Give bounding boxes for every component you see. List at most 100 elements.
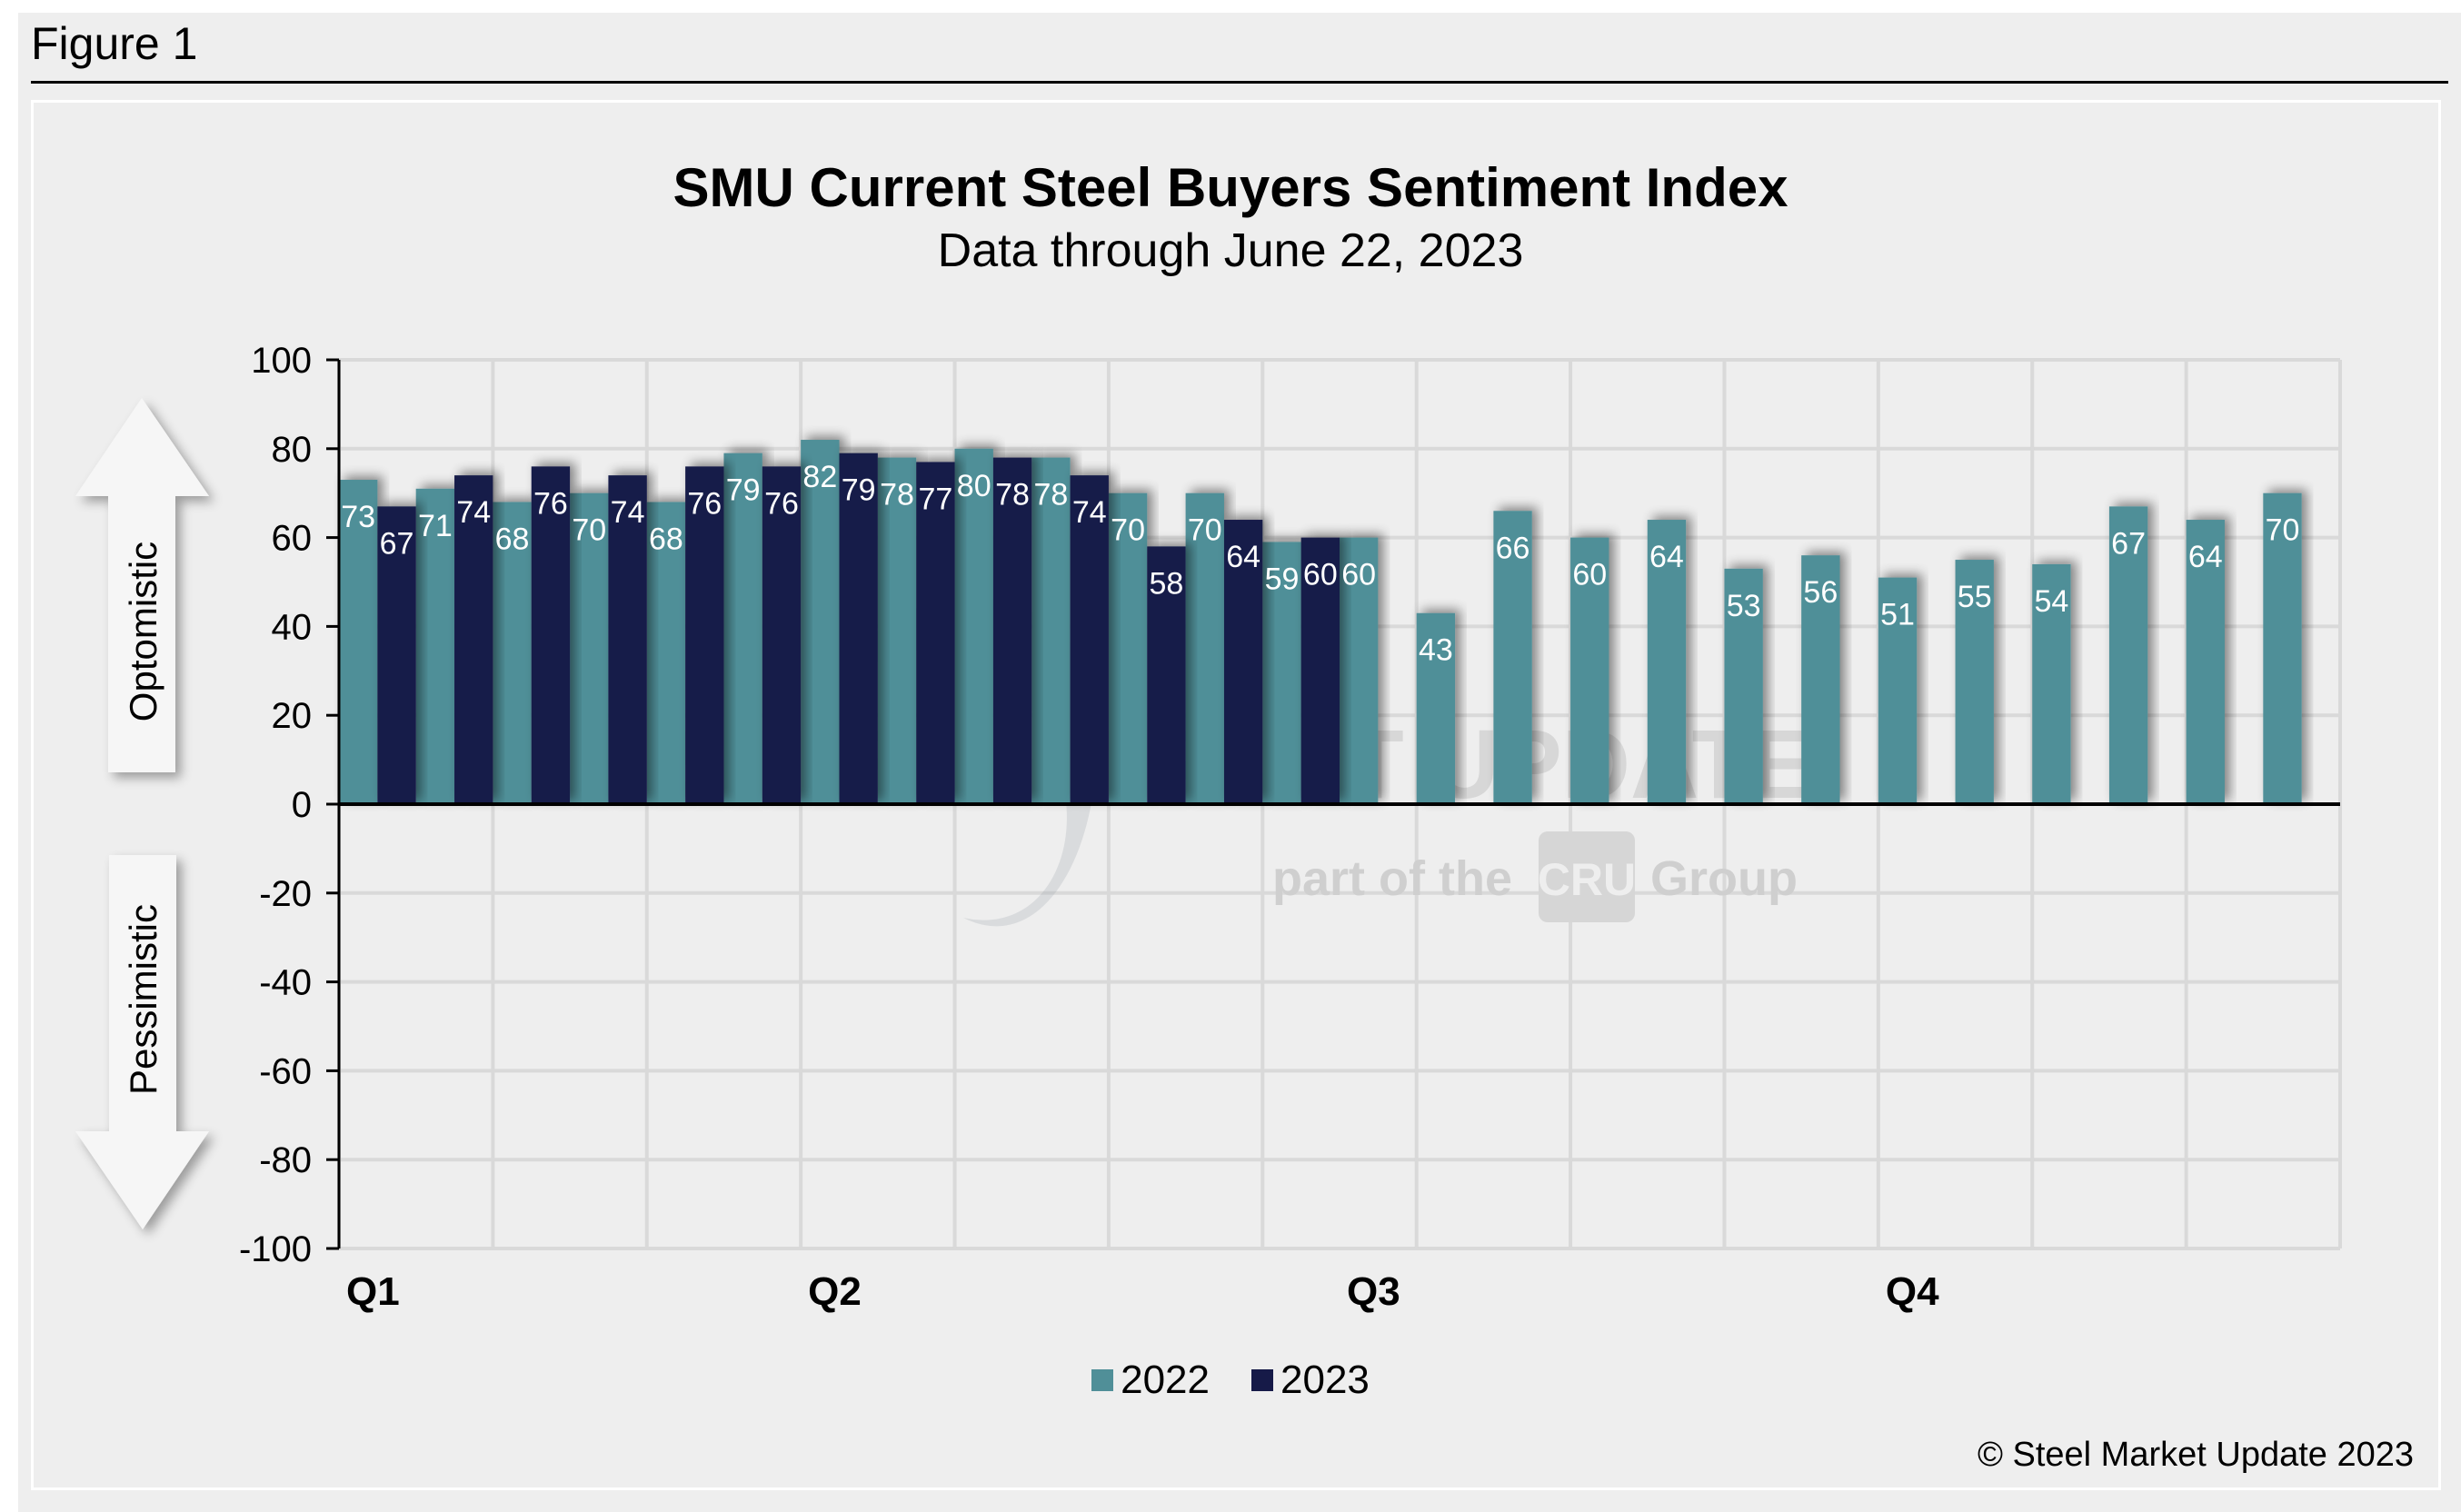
data-label-2022: 67 [2111, 526, 2146, 561]
y-tick-label: -80 [259, 1140, 312, 1180]
legend: 2022 2023 [0, 1358, 2461, 1403]
bar-2022 [1031, 457, 1071, 804]
data-label-2022: 71 [418, 509, 453, 543]
axes: 100 80 60 40 20 0 -20 -40 -60 -80 -100 Q1 Q2 Q3 Q4 [239, 341, 2340, 1314]
x-quarter-label: Q4 [1886, 1269, 1939, 1314]
data-label-2022: 43 [1419, 633, 1453, 668]
legend-swatch-2022 [1091, 1369, 1114, 1391]
up-arrow-icon [75, 398, 209, 772]
data-label-2022: 64 [1649, 540, 1684, 574]
bar-2023 [377, 506, 416, 804]
bar-2023 [1223, 520, 1263, 804]
data-label-2023: 58 [1150, 566, 1184, 601]
bars [339, 440, 2302, 804]
y-tick-label: 80 [272, 430, 313, 470]
pessimistic-label: Pessimistic [122, 904, 164, 1095]
bar-2023 [992, 457, 1032, 804]
y-tick-label: 40 [272, 607, 313, 647]
bar-2023 [531, 466, 571, 804]
bar-2022 [1878, 577, 1918, 804]
bar-2022 [1955, 560, 1994, 804]
bar-2022 [2032, 563, 2071, 804]
data-label-2022: 66 [1496, 531, 1530, 565]
bar-2023 [454, 475, 493, 804]
bar-2022 [493, 502, 532, 804]
data-label-2022: 68 [649, 522, 683, 556]
bar-2023 [685, 466, 724, 804]
x-quarter-label: Q1 [346, 1269, 400, 1314]
watermark-tagline-prefix: part of the [1272, 851, 1512, 906]
bar-2022 [1493, 511, 1532, 804]
chart-subtitle: Data through June 22, 2023 [937, 224, 1524, 277]
bar-2022 [877, 457, 917, 804]
data-label-2023: 67 [380, 526, 414, 561]
data-label-2023: 60 [1303, 558, 1338, 592]
legend-label-2023: 2023 [1280, 1358, 1370, 1402]
bar-2022 [801, 440, 840, 804]
data-label-2023: 64 [1226, 540, 1260, 574]
watermark-cru-logo [1539, 831, 1635, 922]
down-arrow-icon [75, 855, 209, 1229]
legend-swatch-2023 [1251, 1369, 1273, 1391]
data-label-2022: 53 [1727, 589, 1761, 623]
optimistic-arrow [75, 398, 209, 772]
bar-2023 [762, 466, 802, 804]
y-tick-label: 20 [272, 696, 313, 736]
y-tick-label: 100 [251, 341, 312, 381]
bar-2023 [1300, 537, 1340, 804]
bar-2023 [916, 462, 955, 804]
data-label-2023: 76 [533, 486, 568, 521]
bar-2022 [570, 492, 609, 804]
bar-2023 [608, 475, 647, 804]
data-label-2023: 76 [764, 486, 799, 521]
bar-2022 [1570, 537, 1609, 804]
data-label-2022: 73 [341, 500, 375, 534]
bar-2022 [723, 453, 762, 804]
data-label-2023: 78 [995, 478, 1030, 512]
data-label-2022: 51 [1880, 598, 1915, 632]
bar-2022 [1724, 568, 1763, 804]
data-label-2022: 64 [2188, 540, 2223, 574]
y-tick-label: 0 [292, 785, 312, 825]
y-tick-label: -60 [259, 1051, 312, 1091]
figure-divider [31, 81, 2448, 84]
data-label-2023: 79 [842, 473, 876, 508]
chart-title: SMU Current Steel Buyers Sentiment Index [673, 157, 1788, 218]
data-label-2022: 60 [1572, 558, 1607, 592]
data-label-2022: 79 [726, 473, 761, 508]
data-label-2022: 78 [880, 478, 914, 512]
x-quarter-label: Q2 [808, 1269, 862, 1314]
watermark-tagline-suffix: Group [1650, 851, 1798, 906]
legend-item-2022[interactable]: 2022 [1091, 1358, 1210, 1403]
copyright: © Steel Market Update 2023 [1977, 1436, 2414, 1474]
x-quarter-label: Q3 [1347, 1269, 1400, 1314]
pessimistic-arrow [75, 855, 209, 1229]
data-label-2022: 80 [957, 469, 991, 503]
bar-2022 [954, 448, 993, 804]
data-label-2022: 82 [802, 460, 837, 494]
bar-2022 [1340, 537, 1379, 804]
data-label-2023: 77 [918, 482, 952, 516]
watermark-cru-text: CRU [1538, 854, 1636, 905]
bar-2022 [1185, 492, 1224, 804]
bar-2022 [1416, 612, 1456, 804]
bar-2022 [415, 488, 455, 804]
data-label-2022: 70 [1188, 513, 1222, 548]
data-label-2022: 68 [495, 522, 530, 556]
bar-2022 [1262, 542, 1301, 804]
data-label-2022: 59 [1265, 562, 1300, 596]
data-label-2022: 55 [1958, 580, 1992, 614]
y-tick-label: -40 [259, 963, 312, 1003]
data-label-2022: 60 [1341, 558, 1376, 592]
data-label-2023: 74 [611, 495, 645, 530]
data-label-2022: 70 [1111, 513, 1145, 548]
data-label-2022: 70 [572, 513, 606, 548]
y-tick-label: -100 [239, 1229, 312, 1269]
legend-item-2023[interactable]: 2023 [1251, 1358, 1370, 1403]
optimistic-label: Optomistic [122, 542, 164, 721]
bar-2022 [646, 502, 686, 804]
figure-label: Figure 1 [31, 18, 198, 69]
data-label-2022: 56 [1803, 575, 1838, 610]
